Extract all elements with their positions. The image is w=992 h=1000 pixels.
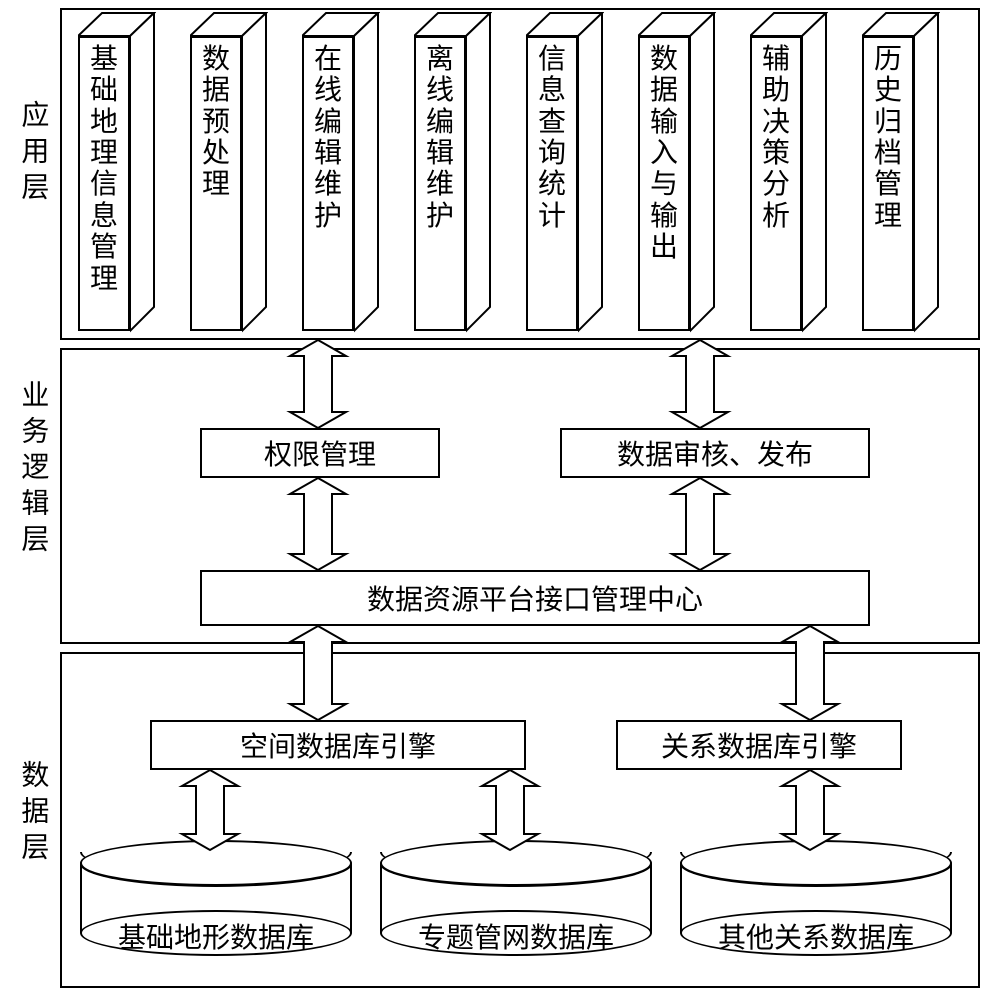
arrows-svg bbox=[0, 0, 992, 1000]
double-arrow-1 bbox=[672, 340, 728, 428]
double-arrow-4 bbox=[290, 626, 346, 720]
double-arrow-5 bbox=[782, 626, 838, 720]
double-arrow-3 bbox=[672, 478, 728, 570]
double-arrow-0 bbox=[290, 340, 346, 428]
double-arrow-6 bbox=[182, 770, 238, 850]
double-arrow-2 bbox=[290, 478, 346, 570]
double-arrow-8 bbox=[782, 770, 838, 850]
diagram-canvas: 应用层 基础地理信息管理数据预处理在线编辑维护离线编辑维护信息查询统计数据输入与… bbox=[0, 0, 992, 1000]
double-arrow-7 bbox=[482, 770, 538, 850]
